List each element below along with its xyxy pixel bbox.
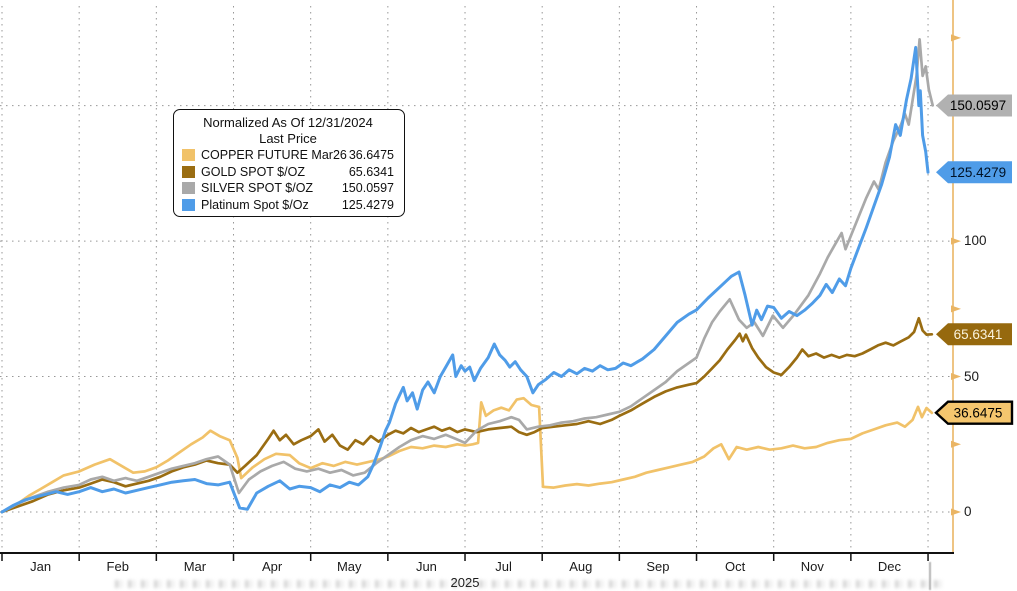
silver-swatch-icon (182, 182, 195, 195)
legend-series-value: 36.6475 (348, 148, 394, 162)
y-axis-tick (951, 34, 961, 42)
y-axis-tick (951, 305, 961, 313)
price-badge-copper (934, 400, 1014, 425)
legend-series-name: GOLD SPOT $/OZ (201, 164, 305, 179)
legend-series-name: COPPER FUTURE Mar26 (201, 148, 347, 162)
legend-subtitle: Last Price (259, 131, 317, 146)
month-label-apr: Apr (261, 559, 283, 574)
legend-row-platinum: Platinum Spot $/Oz 125.4279 (182, 197, 394, 214)
price-badge-platinum (936, 161, 1012, 184)
price-badge-label: 65.6341 (954, 327, 1003, 342)
y-tick-label-0: 0 (964, 504, 972, 519)
price-badge-label: 125.4279 (950, 165, 1006, 180)
price-badge-label: 36.6475 (954, 405, 1003, 420)
month-label-sep: Sep (646, 559, 670, 574)
month-label-jul: Jul (495, 559, 512, 574)
series-line-copper (0, 396, 934, 514)
y-axis-tick (951, 237, 961, 245)
series-line-gold (0, 316, 934, 514)
month-label-jun: Jun (415, 559, 437, 574)
month-label-feb: Feb (106, 559, 129, 574)
axes (0, 0, 961, 561)
y-tick-label-50: 50 (964, 368, 980, 384)
month-label-dec: Dec (877, 559, 902, 574)
gridlines (0, 6, 953, 552)
x-axis-year-label: 2025 (435, 575, 495, 590)
copper-swatch-icon (182, 149, 195, 162)
legend-series-name: SILVER SPOT $/OZ (201, 181, 314, 195)
price-badge-silver (936, 94, 1012, 117)
blurred-source-watermark (115, 580, 943, 588)
month-label-oct: Oct (724, 559, 746, 574)
y-axis-tick (951, 508, 961, 516)
y-tick-label-100: 100 (964, 233, 987, 249)
legend-series-value: 65.6341 (348, 164, 394, 179)
month-label-nov: Nov (800, 559, 824, 574)
legend-row-copper: COPPER FUTURE Mar26 36.6475 (182, 147, 394, 164)
y-axis-tick (951, 440, 961, 448)
legend-title: Normalized As Of 12/31/2024 (203, 115, 373, 130)
legend-series-name: Platinum Spot $/Oz (201, 197, 309, 212)
gold-swatch-icon (182, 165, 195, 178)
chart-legend: Normalized As Of 12/31/2024 Last Price C… (173, 109, 405, 217)
y-axis-tick (951, 373, 961, 381)
month-label-aug: Aug (569, 559, 593, 574)
legend-series-value: 150.0597 (341, 181, 394, 195)
legend-row-silver: SILVER SPOT $/OZ 150.0597 (182, 180, 394, 197)
watermark-mark (929, 562, 931, 590)
series-line-silver (0, 37, 935, 514)
platinum-swatch-icon (182, 198, 195, 211)
legend-series-value: 125.4279 (341, 197, 394, 212)
month-label-mar: Mar (183, 559, 207, 574)
price-badges: 36.6475 65.6341 150.0597 125.4279 (934, 94, 1014, 425)
legend-row-gold: GOLD SPOT $/OZ 65.6341 (182, 164, 394, 181)
month-label-jan: Jan (30, 559, 52, 574)
series-line-platinum (0, 45, 930, 514)
month-label-may: May (336, 559, 362, 574)
price-badge-gold (936, 323, 1012, 346)
price-badge-label: 150.0597 (950, 98, 1006, 113)
